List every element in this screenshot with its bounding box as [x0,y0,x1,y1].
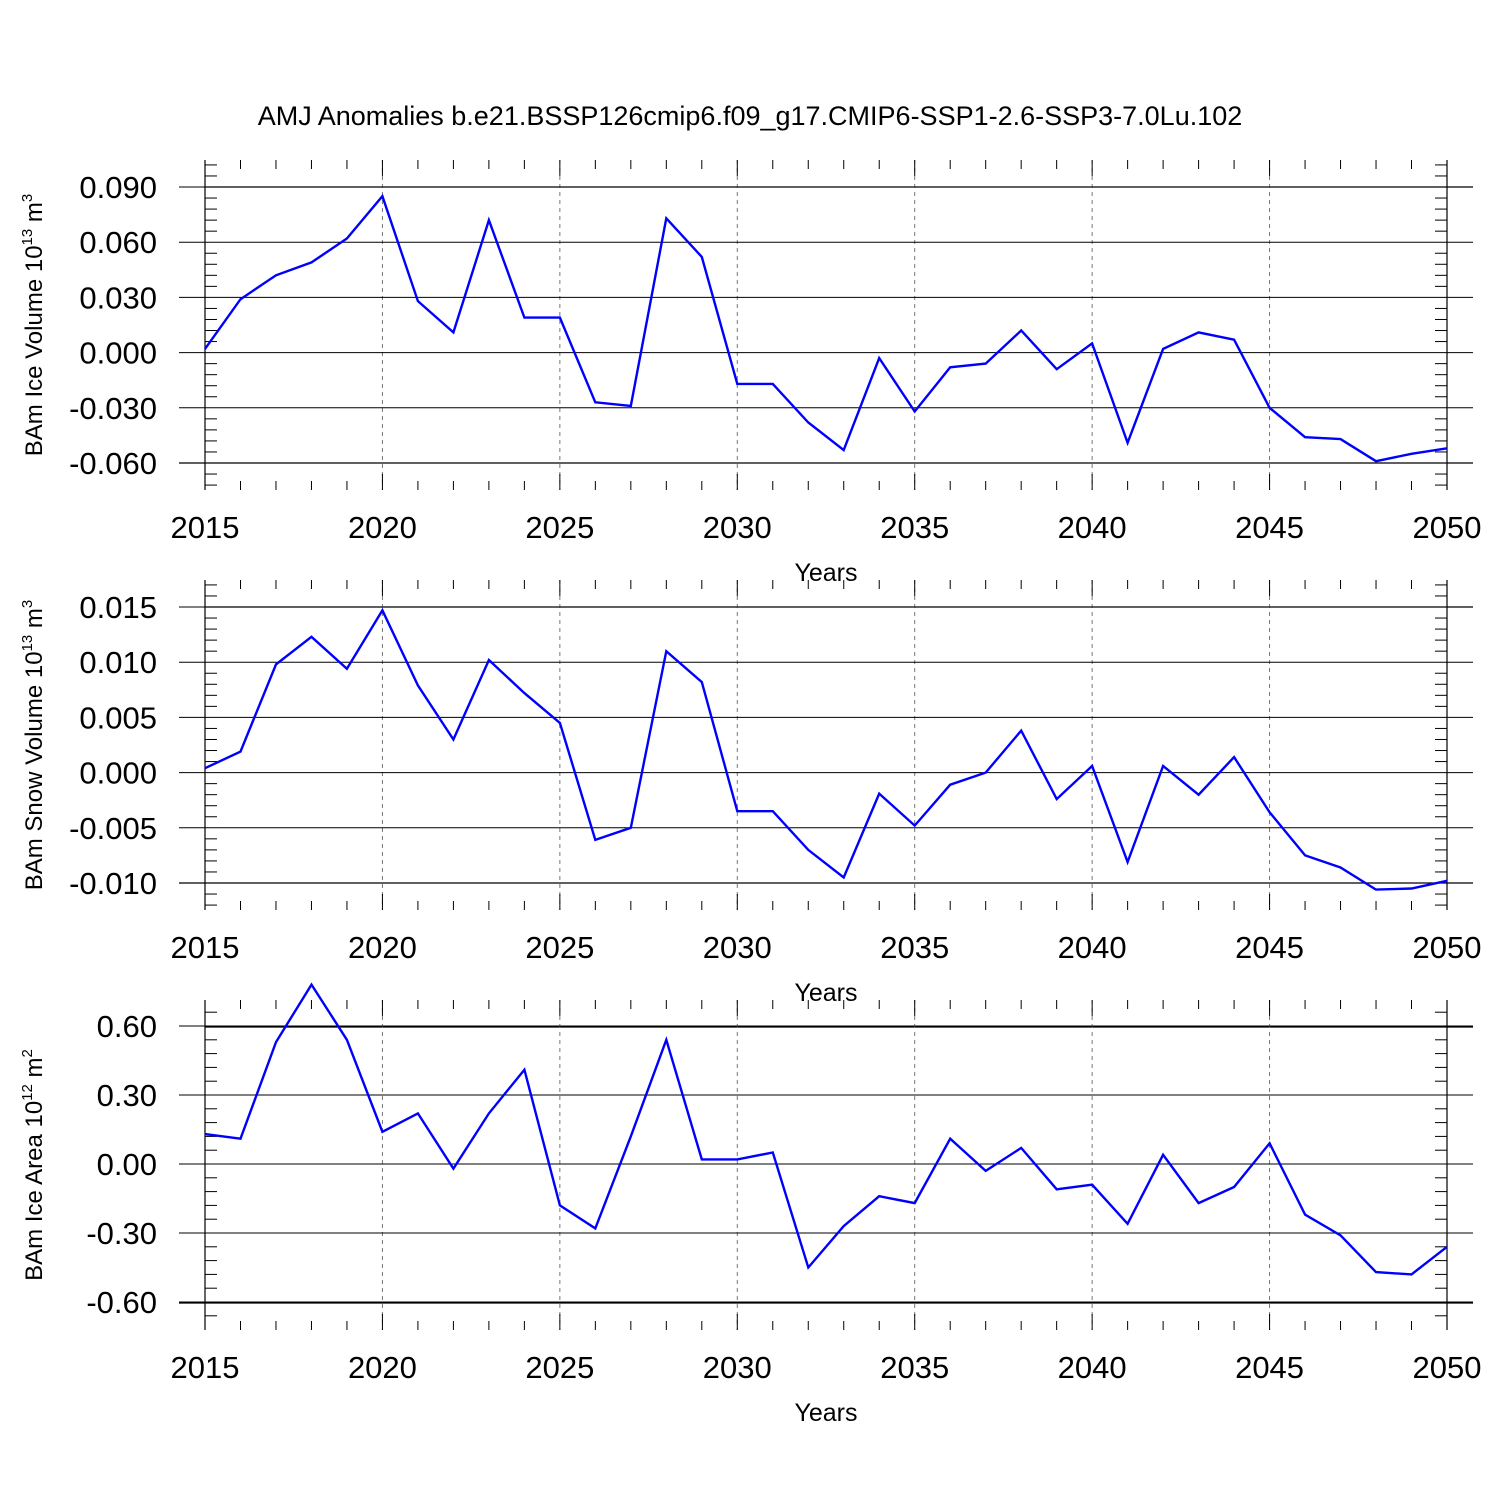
x-tick-label: 2035 [880,1350,949,1385]
x-tick-label: 2015 [171,1350,240,1385]
y-tick-label: -0.005 [69,811,157,846]
x-tick-label: 2050 [1413,1350,1482,1385]
y-tick-label: -0.30 [86,1216,157,1251]
series-line [204,982,1448,1276]
series-line [204,607,1448,891]
x-tick-label: 2030 [703,930,772,965]
y-axis-label: BAm Ice Volume 1013 m3 [19,194,48,456]
y-tick-label: 0.000 [79,336,157,371]
y-axis-label: BAm Snow Volume 1013 m3 [19,600,48,891]
y-tick-label: 0.060 [79,225,157,260]
x-tick-label: 2025 [525,1350,594,1385]
x-tick-label: 2030 [703,510,772,545]
y-tick-label: -0.60 [86,1285,157,1320]
x-tick-label: 2025 [525,930,594,965]
x-tick-label: 2015 [171,510,240,545]
chart-panel-3: 0.60 0.30 0.00 -0.30 -0.60 2015 2020 2025 2030 20… [19,982,1482,1427]
y-tick-label: 0.60 [97,1009,157,1044]
x-tick-label: 2040 [1058,510,1127,545]
x-tick-label: 2050 [1413,930,1482,965]
x-tick-label: 2020 [348,930,417,965]
x-tick-label: 2035 [880,510,949,545]
x-tick-label: 2035 [880,930,949,965]
x-tick-label: 2025 [525,510,594,545]
x-tick-label: 2040 [1058,1350,1127,1385]
x-tick-label: 2045 [1235,930,1304,965]
y-tick-label: -0.010 [69,866,157,901]
y-tick-label: 0.090 [79,170,157,205]
y-tick-label: 0.000 [79,756,157,791]
x-tick-label: 2040 [1058,930,1127,965]
x-axis-label: Years [794,1399,857,1427]
x-tick-label: 2020 [348,1350,417,1385]
x-tick-label: 2045 [1235,1350,1304,1385]
x-tick-label: 2015 [171,930,240,965]
y-axis-label: BAm Ice Area 1012 m2 [19,1049,48,1281]
y-tick-label: 0.30 [97,1078,157,1113]
x-tick-label: 2050 [1413,510,1482,545]
y-tick-label: 0.015 [79,590,157,625]
chart-panel-1: 0.090 0.060 0.030 0.000 -0.030 -0.060 2015 2020… [19,160,1481,587]
x-tick-label: 2020 [348,510,417,545]
panels: 0.090 0.060 0.030 0.000 -0.030 -0.060 2015 2020… [19,160,1481,1427]
y-tick-label: 0.00 [97,1147,157,1182]
y-tick-label: 0.010 [79,645,157,680]
chart-panel-2: 0.015 0.010 0.005 0.000 -0.005 -0.010 2015 2020… [19,580,1481,1007]
y-tick-label: 0.030 [79,280,157,315]
x-axis-label: Years [794,559,857,587]
y-tick-label: 0.005 [79,700,157,735]
y-tick-label: -0.060 [69,446,157,481]
y-tick-label: -0.030 [69,391,157,426]
figure-title: AMJ Anomalies b.e21.BSSP126cmip6.f09_g17… [258,101,1243,131]
x-tick-label: 2045 [1235,510,1304,545]
x-tick-label: 2030 [703,1350,772,1385]
series-line [204,193,1448,463]
x-axis-label: Years [794,979,857,1007]
